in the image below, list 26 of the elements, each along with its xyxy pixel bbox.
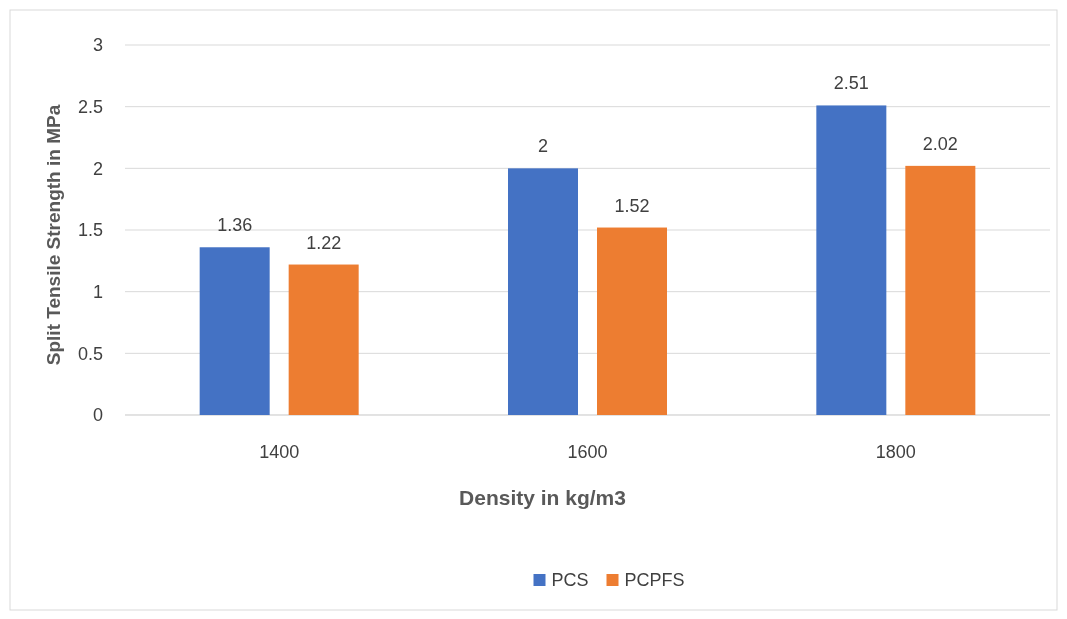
legend-label: PCPFS bbox=[624, 570, 685, 591]
legend-label: PCS bbox=[551, 570, 589, 591]
data-label: 2 bbox=[537, 136, 549, 157]
y-tick-label: 1.5 bbox=[77, 220, 103, 241]
y-axis-title: Split Tensile Strength in MPa bbox=[43, 104, 64, 366]
y-tick-label: 0.5 bbox=[77, 343, 103, 364]
data-label: 1.22 bbox=[306, 232, 342, 253]
y-tick-label: 2 bbox=[92, 158, 103, 179]
y-tick-label: 0 bbox=[92, 405, 103, 426]
bar bbox=[288, 264, 359, 415]
y-tick-label: 2.5 bbox=[77, 96, 103, 117]
bar bbox=[508, 168, 578, 415]
x-tick-label: 1600 bbox=[567, 442, 608, 462]
bar bbox=[199, 247, 270, 415]
data-label: 2.02 bbox=[922, 133, 958, 154]
data-label: 1.36 bbox=[217, 215, 253, 236]
y-tick-label: 3 bbox=[92, 35, 103, 56]
x-tick-label: 1400 bbox=[259, 442, 300, 462]
x-axis-title: Density in kg/m3 bbox=[459, 486, 626, 509]
bar bbox=[597, 227, 667, 415]
data-label: 2.51 bbox=[833, 73, 869, 94]
x-tick-label: 1800 bbox=[875, 442, 916, 462]
bar bbox=[905, 165, 976, 415]
y-tick-label: 1 bbox=[92, 281, 103, 302]
bar bbox=[816, 105, 887, 415]
data-label: 1.52 bbox=[614, 195, 650, 216]
